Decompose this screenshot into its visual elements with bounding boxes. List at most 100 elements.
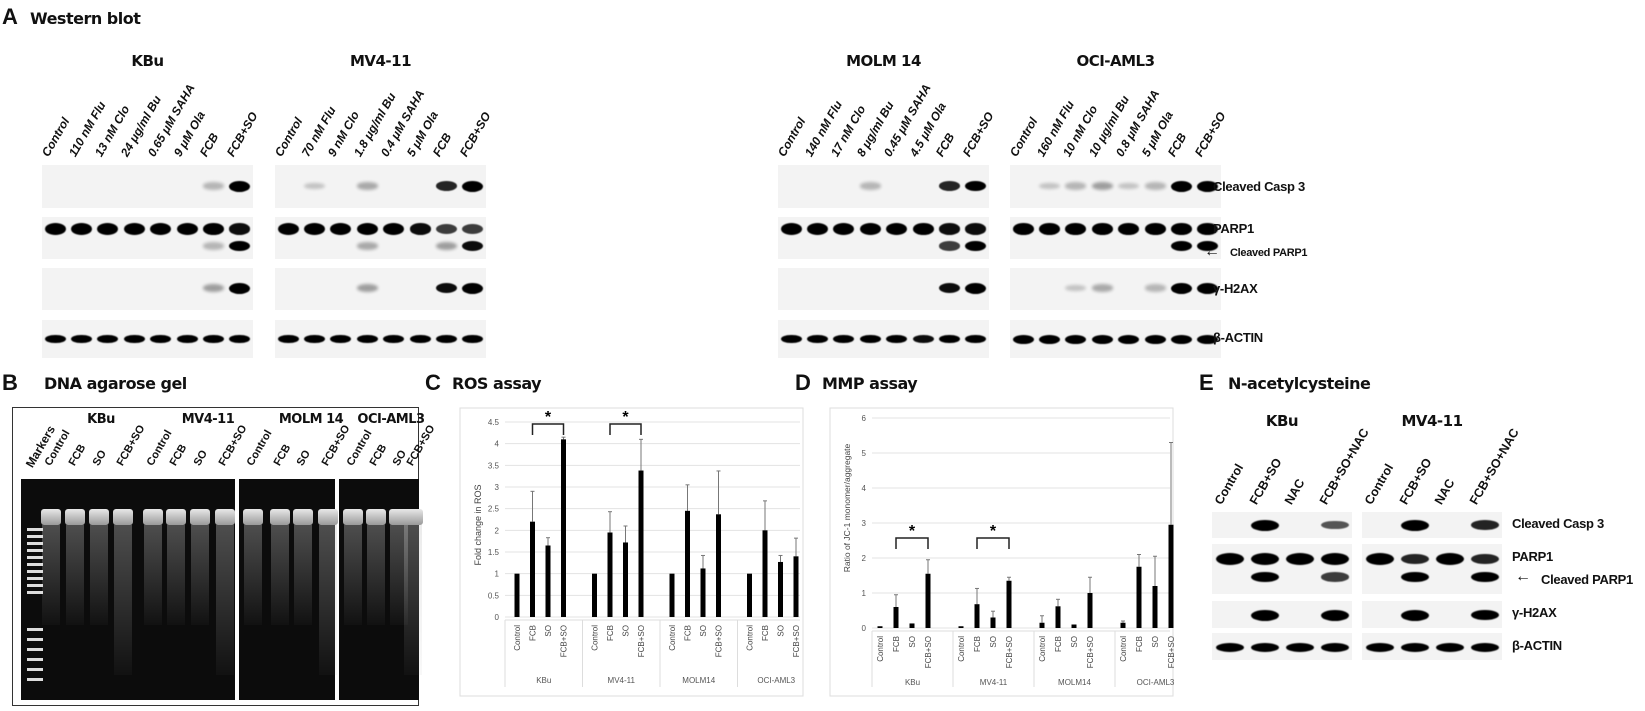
- band-parp1: [1470, 553, 1499, 565]
- dna-smear: [367, 525, 385, 625]
- gel-well: [65, 509, 85, 525]
- band-actin: [356, 334, 378, 344]
- lane-label: FCB: [167, 442, 190, 468]
- group-label: MOLM14: [1058, 678, 1091, 687]
- blot-strip-actin: [1362, 633, 1502, 660]
- band-parp1: [1118, 223, 1140, 235]
- band-casp3: [304, 182, 326, 190]
- band-h2ax: [1320, 609, 1349, 621]
- marker-ladder-band: [27, 658, 43, 661]
- band-casp3: [462, 180, 484, 192]
- band-cleaved_parp1: [356, 242, 378, 250]
- blot-strip-h2ax: [1010, 268, 1221, 310]
- band-actin: [229, 334, 251, 344]
- y-tick-label: 3: [862, 519, 867, 528]
- marker-ladder-band: [27, 584, 43, 587]
- band-actin: [1215, 642, 1244, 652]
- group-label: MOLM14: [682, 676, 715, 685]
- band-parp1: [1144, 223, 1166, 235]
- panel-e-label: E: [1199, 370, 1214, 395]
- y-axis-title: Fold change in ROS: [473, 484, 483, 565]
- category-label: FCB: [529, 625, 538, 641]
- band-actin: [304, 334, 326, 344]
- band-parp1: [833, 223, 855, 235]
- band-parp1: [1250, 553, 1279, 565]
- band-casp3: [1039, 182, 1061, 190]
- band-parp1: [807, 223, 829, 235]
- blot-strip-actin: [778, 320, 989, 358]
- gel-well: [41, 509, 61, 525]
- gel-well: [318, 509, 338, 525]
- y-tick-label: 4: [862, 484, 867, 493]
- lane-label: FCB: [197, 130, 222, 159]
- bar-so: [623, 542, 628, 617]
- y-tick-label: 5: [862, 449, 867, 458]
- lane-label: FCB+SO: [223, 109, 261, 159]
- agarose-gel-panel: KBu MV4-11 MOLM 14 OCI-AML3 Markers Control FC…: [12, 407, 437, 706]
- bar-control: [877, 626, 883, 628]
- blot-strip-h2ax: [1362, 601, 1502, 628]
- blot-strip-h2ax: [1212, 601, 1352, 628]
- marker-ladder-band: [27, 535, 43, 538]
- band-actin: [1012, 334, 1034, 344]
- cell-line-title: MOLM 14: [278, 412, 344, 427]
- band-parp1: [44, 223, 66, 235]
- band-actin: [833, 334, 855, 344]
- band-actin: [202, 334, 224, 344]
- band-casp3: [1118, 182, 1140, 190]
- band-parp1: [1400, 553, 1429, 565]
- bar-fcb: [607, 532, 613, 617]
- category-label: FCB+SO: [792, 625, 801, 657]
- lane-label: FCB+SO: [959, 109, 997, 159]
- y-tick-label: 4: [495, 440, 500, 449]
- lane-label: FCB: [271, 442, 294, 468]
- bar-fcb-so: [1087, 593, 1093, 628]
- band-actin: [912, 334, 934, 344]
- band-actin: [1320, 642, 1349, 652]
- band-actin: [150, 334, 172, 344]
- blot-strip-actin: [1010, 320, 1221, 358]
- cell-line-title: KBu: [1265, 412, 1299, 430]
- band-parp1: [938, 223, 960, 235]
- band-parp1: [229, 223, 251, 235]
- category-label: SO: [544, 625, 553, 637]
- band-h2ax: [1470, 609, 1499, 621]
- marker-ladder-band: [27, 648, 43, 651]
- band-casp3: [229, 180, 251, 192]
- row-label-h2ax: γ-H2AX: [1213, 281, 1258, 296]
- band-actin: [97, 334, 119, 344]
- band-actin: [383, 334, 405, 344]
- band-h2ax: [1091, 284, 1113, 292]
- category-label: Control: [668, 625, 677, 651]
- bar-control: [747, 573, 752, 617]
- lane-label: SO: [90, 448, 109, 468]
- band-parp1: [383, 223, 405, 235]
- dna-smear: [144, 525, 162, 625]
- significance-bracket: [531, 423, 565, 435]
- band-h2ax: [1144, 284, 1166, 292]
- blot-strip-parp1: [1212, 544, 1352, 594]
- band-cleaved_parp1: [1470, 571, 1499, 583]
- band-actin: [965, 334, 987, 344]
- marker-ladder-band: [27, 638, 43, 641]
- row-label-actin: β-ACTIN: [1213, 330, 1263, 345]
- band-actin: [1365, 642, 1394, 652]
- band-parp1: [330, 223, 352, 235]
- bar-fcb: [530, 521, 535, 617]
- blot-strip-casp3: [1212, 512, 1352, 538]
- band-parp1: [71, 223, 93, 235]
- bar-fcb: [685, 510, 690, 617]
- blot-strip-parp1: [275, 217, 486, 259]
- band-parp1: [1012, 223, 1034, 235]
- bar-so: [700, 568, 706, 617]
- band-parp1: [462, 223, 484, 235]
- lane-label: NAC: [1282, 476, 1308, 507]
- group-label: MV4-11: [608, 676, 636, 685]
- significance-bracket: [895, 537, 929, 549]
- marker-ladder-band: [27, 570, 43, 573]
- y-tick-label: 1.5: [488, 548, 500, 557]
- lane-label: FCB: [66, 442, 89, 468]
- category-label: SO: [908, 636, 917, 648]
- band-cleaved_parp1: [462, 240, 484, 252]
- band-parp1: [1170, 223, 1192, 235]
